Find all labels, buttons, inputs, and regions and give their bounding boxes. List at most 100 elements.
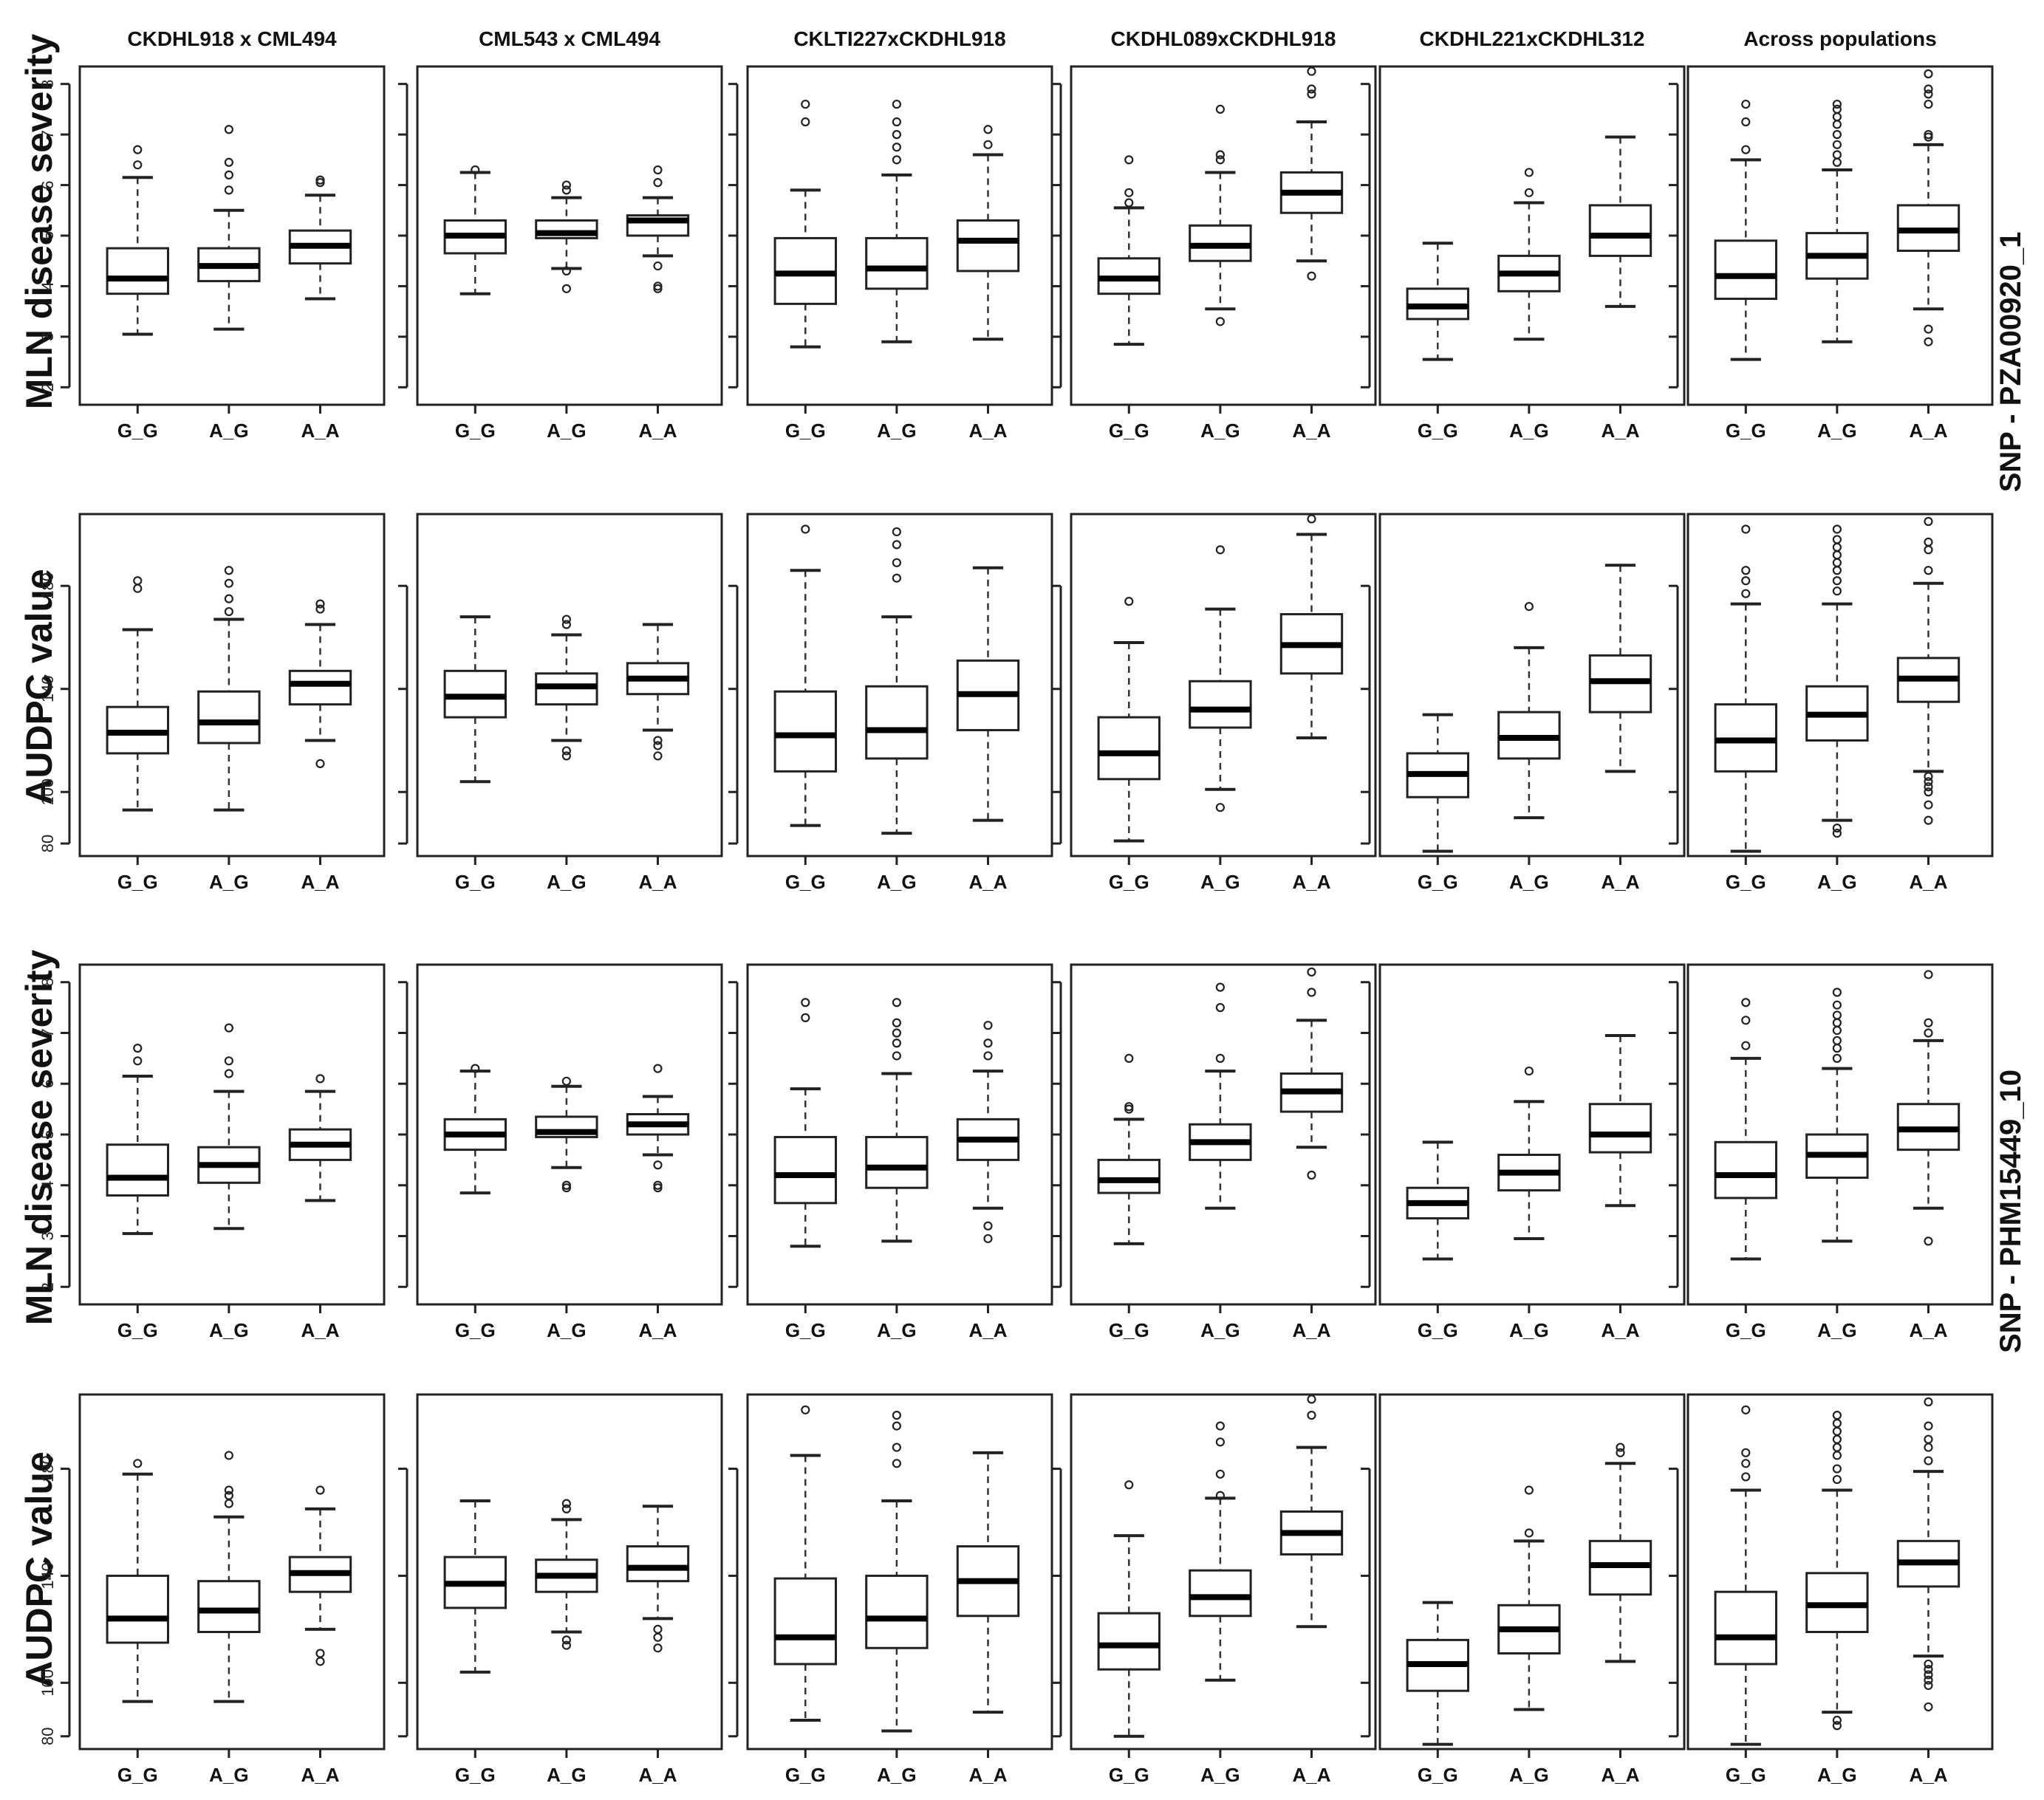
box-G_G: G_G: [106, 145, 169, 442]
x-tick-label: A_A: [1292, 1319, 1330, 1341]
y-tick-label: 3: [38, 332, 57, 341]
outlier-point: [653, 736, 663, 745]
box-G_G: G_G: [1406, 242, 1469, 442]
outlier-point: [1832, 1474, 1842, 1485]
panel: G_G A_G A_A: [1361, 65, 1686, 442]
snp-labels: SNP - PZA00920_1 SNP - PHM15449_10: [1995, 232, 2027, 1353]
outlier-point: [1924, 1702, 1933, 1712]
outlier-point: [1832, 99, 1842, 109]
x-tick-label: A_A: [1601, 420, 1639, 442]
x-tick-label: G_G: [455, 871, 496, 893]
outlier-point: [1832, 823, 1842, 833]
box-G_G: G_G: [1406, 1601, 1469, 1786]
panel-titles: CKDHL918 x CML494 CML543 x CML494 CKLTI227…: [127, 27, 1936, 50]
box-A_G: A_G: [1189, 104, 1252, 442]
iqr-box: [197, 1580, 261, 1633]
x-tick-label: A_A: [968, 871, 1007, 893]
outlier-point: [1832, 1451, 1842, 1460]
outlier-point: [653, 1624, 663, 1634]
y-tick-label: 3: [38, 1231, 57, 1240]
outlier-point: [1307, 1395, 1316, 1404]
outlier-point: [315, 759, 325, 768]
y-tick-label: 140: [38, 1562, 57, 1589]
outlier-point: [892, 130, 901, 140]
box-G_G: G_G: [1406, 713, 1469, 893]
outlier-point: [1741, 117, 1751, 127]
box-A_A: A_A: [626, 623, 690, 893]
outlier-point: [561, 180, 571, 190]
iqr-box: [1189, 1569, 1252, 1618]
outlier-point: [1924, 69, 1933, 79]
outlier-point: [1924, 772, 1933, 781]
x-tick-label: A_A: [638, 1764, 677, 1786]
outlier-point: [133, 145, 143, 154]
outlier-point: [1616, 1448, 1625, 1457]
box-G_G: G_G: [773, 524, 837, 893]
box-A_A: A_A: [1588, 564, 1652, 893]
outlier-point: [892, 540, 901, 550]
outlier-point: [1832, 566, 1842, 575]
x-tick-label: G_G: [117, 871, 158, 893]
box-G_G: G_G: [106, 1044, 169, 1341]
x-tick-label: A_G: [1509, 420, 1548, 442]
outlier-point: [801, 998, 810, 1007]
outlier-point: [315, 1657, 325, 1666]
outlier-point: [1832, 1443, 1842, 1452]
outlier-point: [1924, 1665, 1933, 1674]
box-G_G: G_G: [773, 99, 837, 442]
panel: G_G A_G A_A: [1669, 963, 1994, 1341]
outlier-point: [1215, 1421, 1225, 1431]
outlier-point: [224, 1499, 233, 1508]
outlier-point: [1924, 1421, 1933, 1431]
box-A_G: A_G: [1189, 982, 1252, 1341]
box-G_G: G_G: [1406, 1140, 1469, 1341]
outlier-point: [1924, 970, 1933, 979]
box-A_A: A_A: [626, 1505, 690, 1786]
box-G_G: G_G: [443, 615, 507, 893]
outlier-point: [1832, 1018, 1842, 1027]
outlier-point: [315, 175, 325, 185]
panel-frame: [746, 513, 1053, 858]
outlier-point: [1215, 1003, 1225, 1013]
outlier-point: [892, 998, 901, 1007]
outlier-point: [892, 573, 901, 583]
panel: 80 100 140 180 G_G A_G A_A: [38, 1393, 386, 1786]
box-A_A: A_A: [956, 566, 1020, 893]
box-A_A: A_A: [1896, 69, 1961, 442]
box-A_G: A_G: [865, 527, 929, 893]
outlier-point: [224, 1491, 233, 1500]
outlier-point: [653, 281, 663, 291]
outlier-point: [315, 1649, 325, 1658]
panel-frame: [416, 65, 723, 406]
box-A_A: A_A: [956, 1451, 1020, 1786]
x-tick-label: G_G: [785, 1764, 826, 1786]
outlier-point: [983, 1038, 993, 1048]
box-A_A: A_A: [956, 1021, 1020, 1341]
outlier-point: [1215, 545, 1225, 555]
x-tick-label: A_G: [547, 871, 586, 893]
x-tick-label: A_A: [968, 420, 1007, 442]
row-axis-label: AUDPC value: [18, 569, 60, 805]
outlier-point: [1924, 1670, 1933, 1680]
panel: G_G A_G A_A: [1669, 65, 1994, 442]
outlier-point: [1832, 586, 1842, 596]
outlier-point: [561, 1076, 571, 1086]
x-tick-label: G_G: [785, 420, 826, 442]
iqr-box: [1097, 1612, 1161, 1671]
x-tick-label: A_G: [1200, 1764, 1240, 1786]
outlier-point: [1524, 1066, 1534, 1076]
x-tick-label: G_G: [1109, 1764, 1149, 1786]
outlier-point: [983, 1021, 993, 1030]
x-tick-label: G_G: [1418, 420, 1458, 442]
panel: G_G A_G A_A: [1361, 1393, 1686, 1786]
outlier-point: [1215, 1491, 1225, 1500]
x-tick-label: A_A: [1909, 1764, 1947, 1786]
y-tick-label: 8: [38, 978, 57, 987]
outlier-point: [315, 599, 325, 609]
iqr-box: [1714, 239, 1777, 301]
panel-frame: [78, 1393, 386, 1751]
x-tick-label: A_A: [638, 871, 677, 893]
box-A_G: A_G: [535, 1076, 598, 1341]
outlier-point: [1124, 188, 1134, 197]
outlier-point: [1832, 542, 1842, 552]
